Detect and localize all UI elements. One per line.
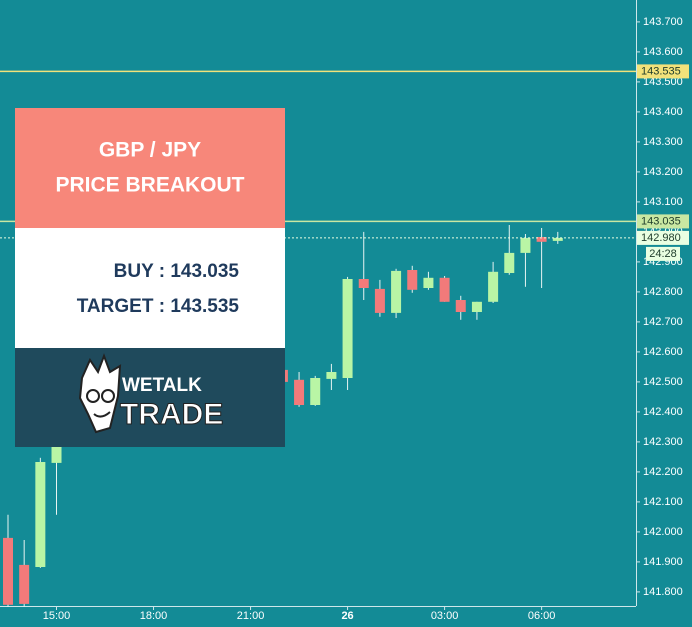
- y-tick-label: 142.100: [643, 496, 683, 508]
- y-tick-label: 143.300: [643, 136, 683, 148]
- y-tick-label: 142.600: [643, 346, 683, 358]
- logo-icon: [78, 353, 122, 434]
- panel-body: [15, 228, 285, 348]
- buy-text: BUY : 143.035: [114, 261, 240, 282]
- candle-body: [294, 379, 305, 405]
- candle-body: [342, 279, 353, 378]
- price-label: 143.035: [641, 215, 681, 227]
- y-tick-label: 141.900: [643, 556, 683, 568]
- panel-title: GBP / JPY: [99, 139, 201, 162]
- candle-body: [310, 378, 321, 405]
- candle-body: [374, 288, 385, 313]
- y-tick-label: 142.500: [643, 376, 683, 388]
- y-tick-label: 142.800: [643, 286, 683, 298]
- price-label-box: [637, 230, 689, 245]
- logo-text: TRADE: [120, 398, 223, 431]
- candle-body: [552, 237, 563, 241]
- candle-body: [439, 277, 450, 302]
- price-label-box: [637, 64, 689, 79]
- panel-footer: [15, 348, 285, 447]
- candle-body: [520, 237, 531, 253]
- x-tick-label: 21:00: [237, 610, 265, 622]
- countdown: 24:28: [649, 248, 677, 260]
- plot-area: [0, 70, 636, 607]
- y-tick-label: 143.700: [643, 16, 683, 28]
- candle-body: [326, 372, 337, 379]
- target-text: TARGET : 143.535: [77, 296, 240, 317]
- x-tick-label: 06:00: [528, 610, 556, 622]
- candle-body: [391, 270, 402, 313]
- price-label: 143.535: [641, 65, 681, 77]
- y-tick-label: 143.200: [643, 166, 683, 178]
- candle-body: [3, 537, 13, 605]
- y-tick-label: 142.300: [643, 436, 683, 448]
- logo-text: WETALK: [122, 375, 202, 396]
- candle-body: [455, 300, 466, 312]
- candle-body: [423, 277, 434, 288]
- x-tick-label: 15:00: [43, 610, 71, 622]
- x-tick-label: 03:00: [431, 610, 459, 622]
- candle-body: [488, 271, 499, 302]
- countdown-box: [646, 246, 680, 261]
- y-tick-label: 143.400: [643, 106, 683, 118]
- y-tick-label: 142.700: [643, 316, 683, 328]
- candle-body: [536, 237, 547, 242]
- panel-header: [15, 108, 285, 228]
- price-label-box: [637, 214, 689, 229]
- candle-body: [358, 279, 369, 288]
- y-tick-label: 143.100: [643, 196, 683, 208]
- x-tick-label: 18:00: [140, 610, 168, 622]
- y-tick-label: 142.200: [643, 466, 683, 478]
- candle-body: [407, 270, 418, 290]
- candle-body: [504, 252, 515, 273]
- y-tick-label: 143.500: [643, 76, 683, 88]
- price-label: 142.980: [641, 232, 681, 244]
- panel-title: PRICE BREAKOUT: [55, 174, 244, 197]
- candle-body: [35, 462, 46, 567]
- candle-body: [19, 564, 30, 604]
- x-tick-label: 26: [341, 610, 353, 622]
- axis-layer: 141.800 141.900 142.000 142.100 142.200 142.3…: [43, 16, 689, 622]
- y-tick-label: 142.400: [643, 406, 683, 418]
- candle-body: [51, 444, 62, 463]
- y-tick-label: 142.000: [643, 526, 683, 538]
- promo-panel: GBP / JPY PRICE BREAKOUT BUY : 143.035 T…: [15, 108, 285, 447]
- y-tick-label: 143.600: [643, 46, 683, 58]
- y-tick-label: 141.800: [643, 586, 683, 598]
- candle-body: [471, 301, 482, 312]
